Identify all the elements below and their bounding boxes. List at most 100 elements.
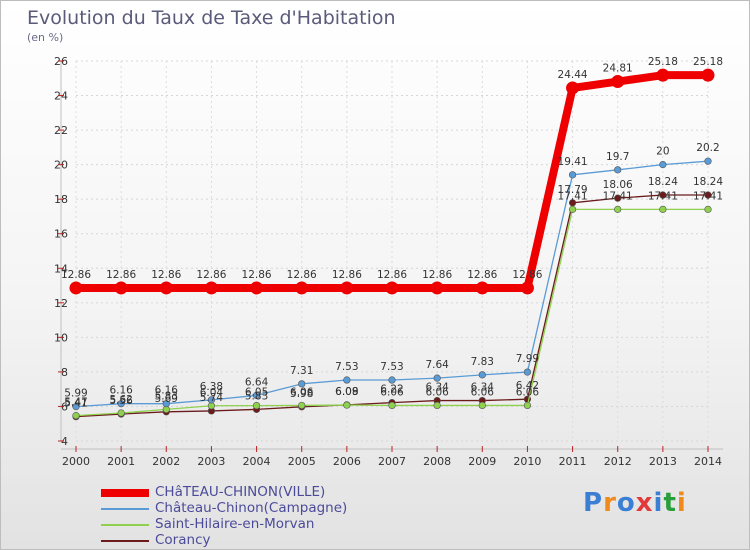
- data-point: [117, 400, 125, 408]
- legend-item: CHâTEAU-CHINON(VILLE): [101, 484, 421, 501]
- data-label: 7.53: [380, 361, 403, 373]
- data-point: [478, 401, 486, 410]
- x-tick-label: 2008: [423, 455, 451, 468]
- data-label: 5.41: [64, 398, 87, 410]
- data-point: [704, 191, 712, 199]
- data-point: [659, 161, 667, 169]
- logo-letter: t: [663, 488, 677, 518]
- data-label: 6.34: [471, 382, 495, 394]
- data-label: 7.83: [471, 356, 494, 368]
- data-point: [478, 371, 486, 379]
- x-tick-label: 2001: [107, 455, 135, 468]
- data-label: 12.86: [106, 269, 136, 281]
- data-label: 17.41: [558, 190, 588, 202]
- data-point: [656, 68, 670, 82]
- data-point: [475, 281, 489, 295]
- legend-label: Château-Chinon(Campagne): [155, 500, 348, 516]
- data-label: 17.41: [693, 190, 723, 202]
- data-point: [523, 401, 532, 410]
- data-point: [72, 403, 80, 411]
- data-label: 19.7: [606, 151, 629, 163]
- data-label: 7.99: [516, 353, 539, 365]
- x-tick-label: 2009: [468, 455, 496, 468]
- data-label: 6.22: [380, 384, 403, 396]
- x-tick-label: 2004: [243, 455, 271, 468]
- data-label: 6.38: [200, 381, 223, 393]
- x-tick-label: 2005: [288, 455, 316, 468]
- data-label: 18.24: [693, 176, 723, 188]
- data-point: [250, 281, 264, 295]
- data-label: 5.83: [155, 390, 178, 402]
- data-label: 7.31: [290, 365, 313, 377]
- data-point: [114, 281, 128, 295]
- data-label: 5.69: [155, 393, 178, 405]
- logo-letter: i: [676, 488, 687, 518]
- x-tick-label: 2012: [604, 455, 632, 468]
- data-point: [523, 368, 532, 376]
- legend-item: Corancy: [101, 532, 421, 549]
- data-point: [701, 68, 715, 82]
- data-point: [430, 281, 444, 295]
- data-label: 5.56: [109, 395, 133, 407]
- data-label: 6.16: [155, 385, 179, 397]
- data-label: 6.64: [245, 376, 269, 388]
- data-point: [614, 166, 622, 174]
- y-tick-label: 4: [61, 435, 68, 448]
- data-label: 6.09: [335, 386, 358, 398]
- data-point: [568, 171, 577, 179]
- data-label: 5.74: [200, 392, 224, 404]
- data-label: 6.06: [425, 386, 449, 398]
- legend-label: Saint-Hilaire-en-Morvan: [155, 516, 315, 532]
- data-point: [159, 281, 173, 295]
- data-label: 17.41: [648, 190, 678, 202]
- y-tick-label: 6: [61, 400, 68, 413]
- data-point: [433, 374, 441, 382]
- x-tick-label: 2011: [559, 455, 587, 468]
- data-point: [340, 281, 354, 295]
- data-label: 5.62: [109, 394, 132, 406]
- x-tick-label: 2003: [197, 455, 225, 468]
- data-label: 12.86: [512, 269, 542, 281]
- data-label: 18.06: [603, 179, 633, 191]
- data-label: 6.06: [516, 386, 540, 398]
- data-point: [611, 75, 625, 89]
- data-label: 12.86: [196, 269, 226, 281]
- data-label: 12.86: [467, 269, 497, 281]
- data-point: [343, 376, 351, 384]
- data-point: [72, 412, 80, 420]
- data-label: 6.34: [425, 382, 449, 394]
- data-point: [69, 281, 83, 295]
- data-point: [252, 391, 261, 400]
- data-point: [388, 401, 396, 410]
- legend-label: CHâTEAU-CHINON(VILLE): [155, 484, 326, 500]
- data-point: [343, 401, 351, 409]
- data-point: [568, 205, 577, 213]
- logo-letter: x: [635, 488, 654, 518]
- data-label: 5.47: [64, 397, 87, 409]
- data-point: [204, 281, 218, 295]
- data-label: 7.64: [425, 359, 449, 371]
- x-tick-label: 2013: [649, 455, 677, 468]
- data-label: 6.04: [200, 387, 224, 399]
- data-label: 24.81: [603, 63, 633, 75]
- data-label: 5.99: [64, 388, 87, 400]
- data-point: [162, 400, 170, 408]
- legend-swatch: [101, 489, 149, 497]
- legend-swatch: [101, 524, 149, 526]
- data-label: 6.16: [109, 385, 133, 397]
- data-label: 12.86: [332, 269, 362, 281]
- legend-item: Château-Chinon(Campagne): [101, 500, 421, 517]
- data-label: 6.05: [245, 387, 268, 399]
- x-tick-label: 2014: [694, 455, 722, 468]
- data-point: [385, 281, 399, 295]
- data-label: 19.41: [558, 156, 588, 168]
- data-label: 20.2: [696, 142, 719, 154]
- legend: CHâTEAU-CHINON(VILLE) Château-Chinon(Camp…: [101, 484, 421, 549]
- logo-letter: i: [653, 488, 664, 518]
- data-point: [117, 409, 125, 417]
- data-label: 25.18: [648, 56, 678, 68]
- data-label: 6.06: [290, 386, 314, 398]
- x-tick-label: 2010: [513, 455, 541, 468]
